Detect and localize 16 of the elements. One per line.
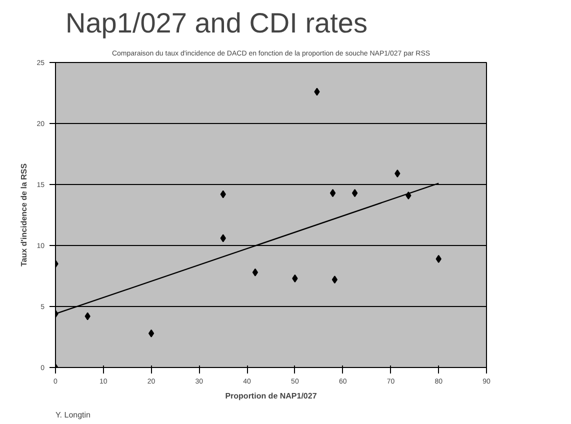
chart-title: Nap1/027 and CDI rates [66,8,368,38]
text: Y. Longtin [56,410,90,420]
point [84,312,90,320]
x-axis-title: Proportion de NAP1/027 [225,392,318,400]
point [220,190,226,198]
point [220,234,226,242]
point [352,189,358,198]
point [314,88,320,96]
point [252,268,258,276]
point [394,170,400,178]
point [332,276,338,284]
y-axis-title: Taux d'incidence de la RSS [20,162,29,267]
point [436,254,442,263]
point [330,189,336,198]
point [292,274,298,282]
point [148,329,154,338]
